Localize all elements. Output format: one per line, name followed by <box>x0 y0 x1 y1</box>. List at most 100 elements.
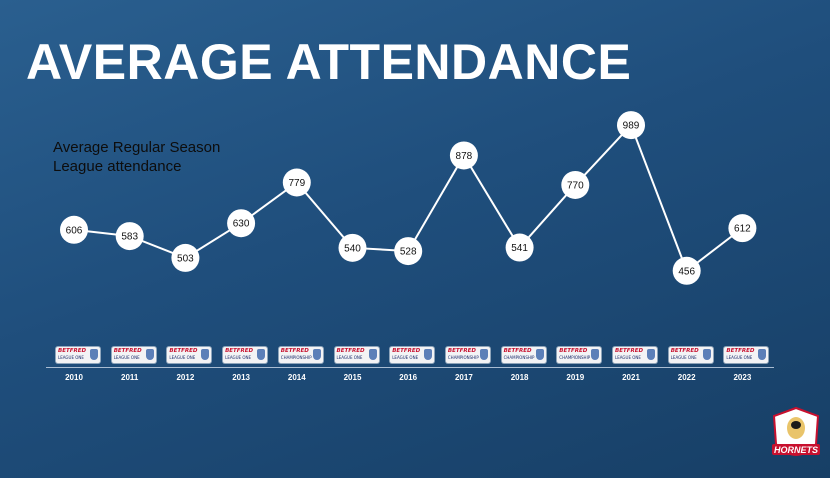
league-crest-icon <box>758 349 767 360</box>
data-point: 989 <box>617 111 645 140</box>
data-point-label: 541 <box>511 243 528 254</box>
data-point-marker <box>561 170 590 199</box>
league-badge: BETFRED LEAGUE ONE <box>223 347 268 363</box>
league-badge-name: LEAGUE ONE <box>670 355 697 360</box>
data-point: 528 <box>394 237 423 266</box>
league-badge: BETFRED CHAMPIONSHIP <box>445 347 490 363</box>
x-tick-label: 2016 <box>399 373 418 382</box>
data-point: 606 <box>60 215 88 244</box>
x-tick-label: 2018 <box>510 373 529 382</box>
league-badge-brand: BETFRED <box>225 348 254 354</box>
data-point-marker <box>394 237 423 266</box>
league-badge-brand: BETFRED <box>280 348 309 354</box>
league-badge-brand: BETFRED <box>559 348 588 354</box>
league-badge-name: CHAMPIONSHIP <box>447 355 479 360</box>
data-point-label: 583 <box>121 232 138 243</box>
x-tick-label: 2015 <box>343 373 362 382</box>
data-point-marker <box>672 256 701 285</box>
x-tick-label: 2012 <box>176 373 195 382</box>
data-point-marker <box>338 233 367 262</box>
league-badge-name: LEAGUE ONE <box>392 355 419 360</box>
league-badge: BETFRED CHAMPIONSHIP <box>278 347 323 363</box>
league-crest-icon <box>90 349 98 360</box>
x-tick-label: 2022 <box>677 373 696 382</box>
data-point-marker <box>505 233 534 262</box>
league-crest-icon <box>479 349 488 360</box>
page-title: AVERAGE ATTENDANCE <box>26 34 632 90</box>
hornets-logo: HORNETS <box>768 404 824 468</box>
data-point-marker <box>227 209 256 238</box>
league-badge-name: LEAGUE ONE <box>726 355 753 360</box>
x-tick-label: 2021 <box>622 373 640 382</box>
svg-text:HORNETS: HORNETS <box>774 445 818 455</box>
league-badge-brand: BETFRED <box>169 348 198 354</box>
league-badge-brand: BETFRED <box>58 348 87 354</box>
data-point: 456 <box>672 256 701 285</box>
data-point-label: 770 <box>567 180 584 191</box>
league-badge-name: CHAMPIONSHIP <box>559 355 591 360</box>
league-badge: BETFRED LEAGUE ONE <box>668 347 713 363</box>
chart-subtitle-line-1: Average Regular Season <box>53 139 221 156</box>
league-crest-icon <box>591 349 600 360</box>
data-point: 583 <box>115 222 144 251</box>
league-badge-brand: BETFRED <box>447 348 476 354</box>
league-badge: BETFRED LEAGUE ONE <box>334 347 379 363</box>
x-tick-label: 2017 <box>454 373 473 382</box>
data-point: 540 <box>338 233 367 262</box>
data-point-marker <box>728 214 757 243</box>
data-point: 503 <box>171 243 200 272</box>
league-badge-brand: BETFRED <box>615 348 644 354</box>
league-crest-icon <box>257 349 266 360</box>
league-badge-name: CHAMPIONSHIP <box>503 355 535 360</box>
league-crest-icon <box>647 349 655 360</box>
x-tick-label: 2010 <box>65 373 83 382</box>
league-crest-icon <box>201 349 210 360</box>
league-crest-icon <box>368 349 377 360</box>
data-point-marker <box>282 168 311 197</box>
data-point: 878 <box>449 141 478 170</box>
chart-subtitle-line-2: League attendance <box>53 158 182 175</box>
data-point-marker <box>617 111 645 140</box>
chart-subtitle: Average Regular Season League attendance <box>53 138 220 176</box>
data-marker-layer: 606 583 503 630 779 540 528 878 541 770 989 456 612 <box>60 111 757 285</box>
league-badge: BETFRED LEAGUE ONE <box>390 347 435 363</box>
x-tick-label: 2019 <box>566 373 585 382</box>
x-tick-label: 2011 <box>121 373 139 382</box>
league-badge: BETFRED LEAGUE ONE <box>724 347 769 363</box>
data-point-marker <box>115 222 144 251</box>
data-point-label: 989 <box>623 121 640 132</box>
league-badge-brand: BETFRED <box>336 348 365 354</box>
data-point-label: 456 <box>678 266 695 277</box>
league-badge-name: LEAGUE ONE <box>113 355 140 360</box>
league-badge: BETFRED LEAGUE ONE <box>111 347 156 363</box>
data-point-label: 540 <box>344 243 361 254</box>
league-badge-brand: BETFRED <box>726 348 755 354</box>
data-point: 770 <box>561 170 590 199</box>
league-badge: BETFRED CHAMPIONSHIP <box>557 347 602 363</box>
data-point-marker <box>60 215 88 244</box>
league-badge-name: CHAMPIONSHIP <box>280 355 312 360</box>
league-badge-name: LEAGUE ONE <box>58 355 84 360</box>
data-point-label: 612 <box>734 224 751 235</box>
league-badge-brand: BETFRED <box>670 348 699 354</box>
league-badge-name: LEAGUE ONE <box>615 355 641 360</box>
data-point-label: 878 <box>456 151 473 162</box>
data-point: 779 <box>282 168 311 197</box>
data-point-label: 630 <box>233 219 250 230</box>
league-badge-brand: BETFRED <box>113 348 142 354</box>
data-point: 630 <box>227 209 256 238</box>
league-crest-icon <box>145 349 154 360</box>
data-point-label: 503 <box>177 253 194 264</box>
data-point-label: 606 <box>66 225 83 236</box>
data-point-marker <box>449 141 478 170</box>
data-point: 541 <box>505 233 534 262</box>
data-point: 612 <box>728 214 757 243</box>
league-crest-icon <box>535 349 544 360</box>
x-tick-label: 2023 <box>733 373 752 382</box>
league-badge-name: LEAGUE ONE <box>225 355 252 360</box>
data-point-label: 779 <box>288 178 305 189</box>
x-tick-label: 2014 <box>287 373 306 382</box>
league-badge-brand: BETFRED <box>503 348 532 354</box>
league-crest-icon <box>702 349 711 360</box>
